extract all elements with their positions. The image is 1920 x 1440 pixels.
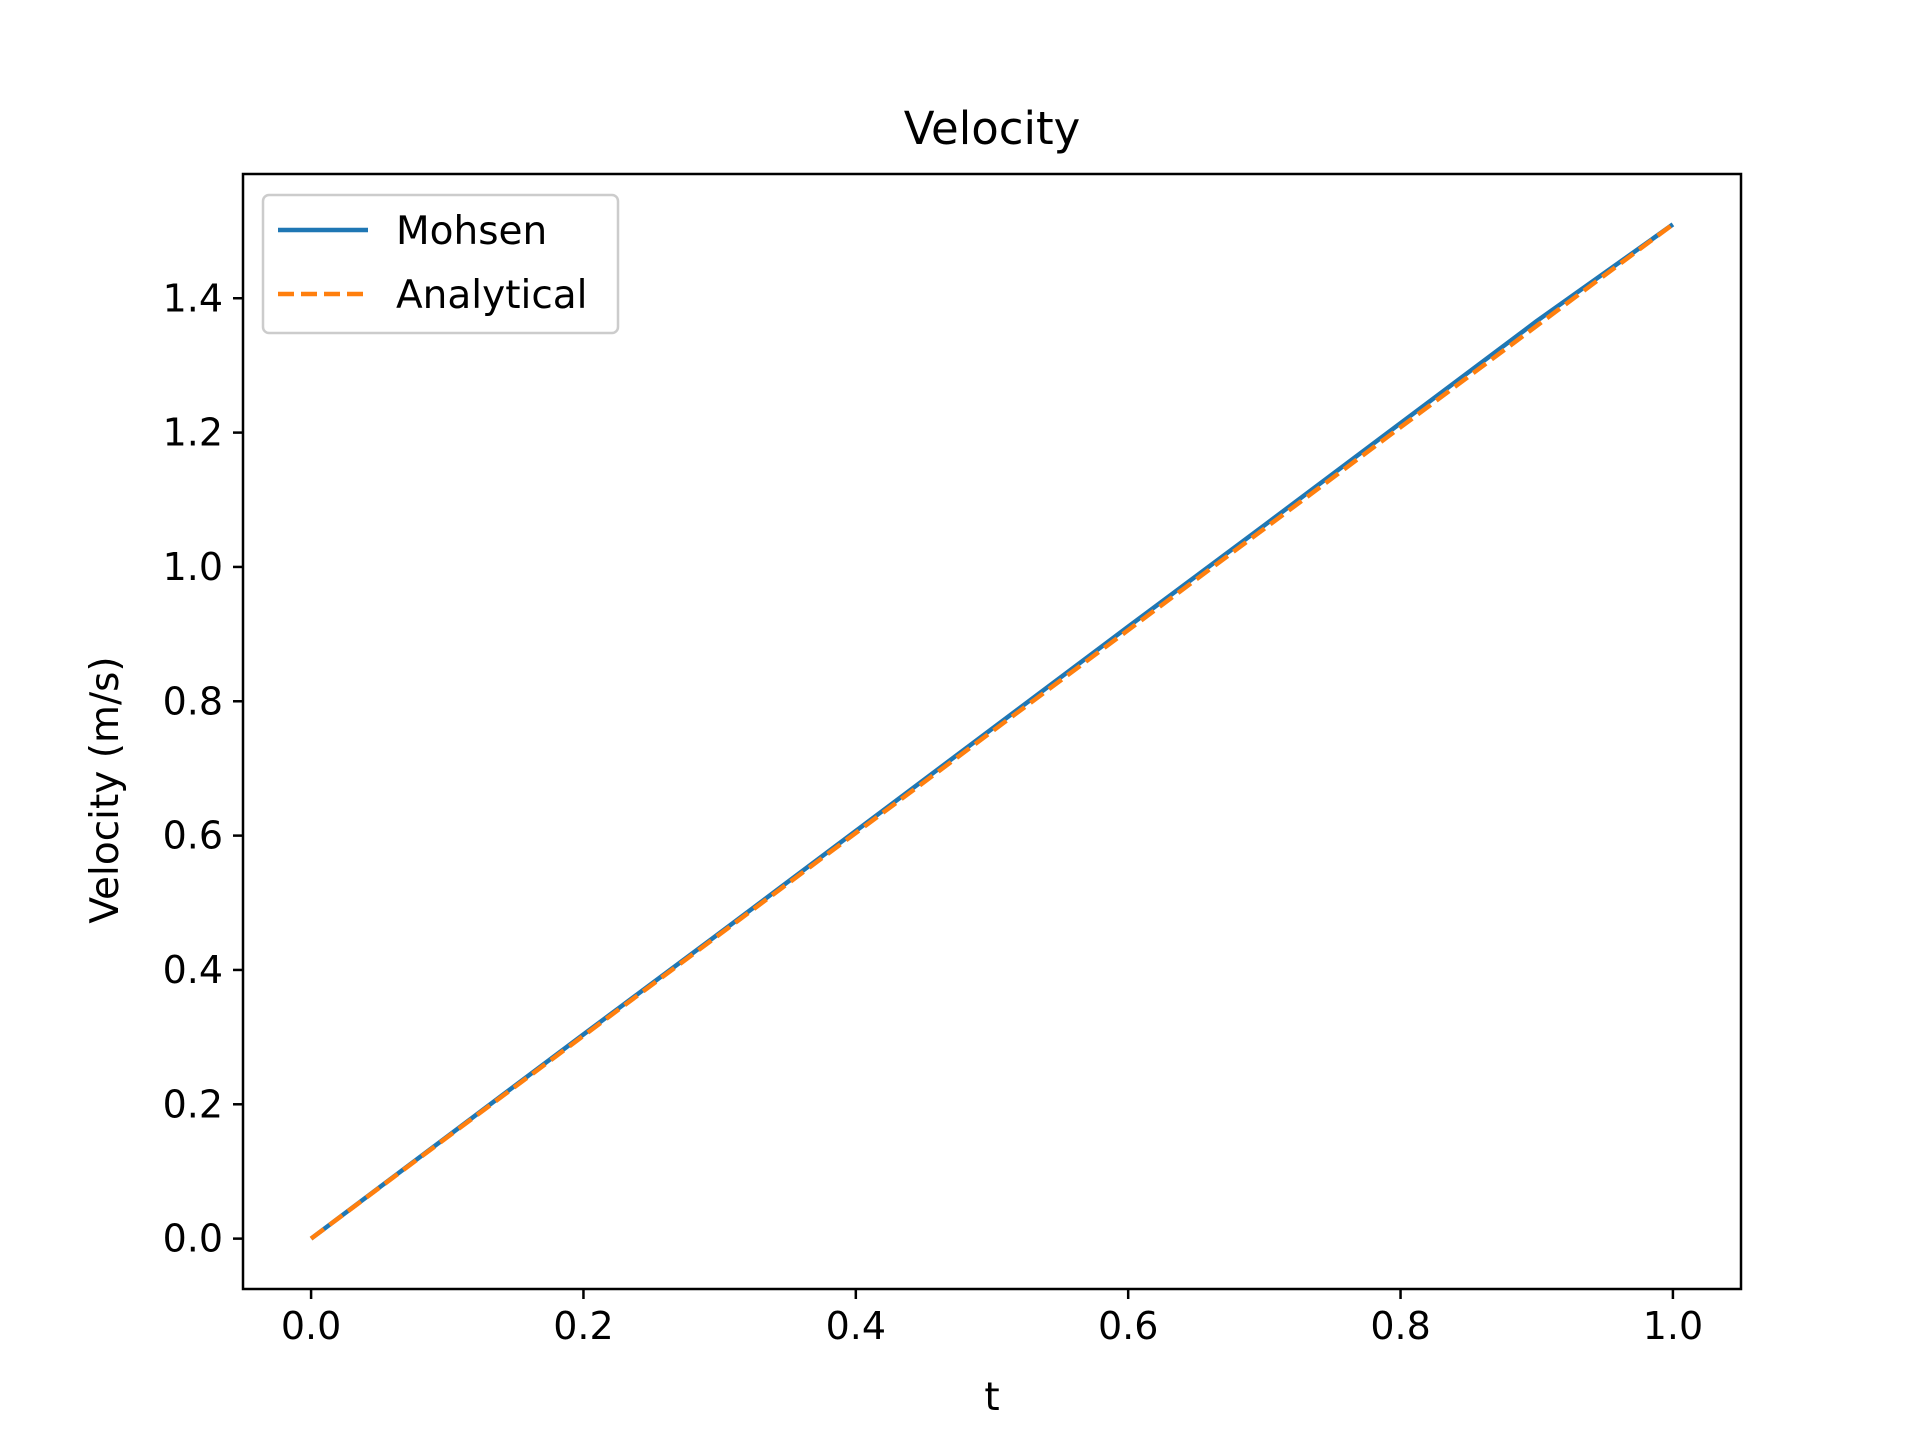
x-tick-label: 0.4 [826,1304,886,1348]
x-tick-label: 0.2 [553,1304,613,1348]
series-layer [309,222,1675,1241]
y-tick-label: 0.2 [163,1082,223,1126]
y-tick-label: 0.4 [163,948,223,992]
legend-label-mohsen: Mohsen [396,209,547,254]
y-tick-label: 1.0 [163,545,223,589]
axes-layer: 0.0 0.2 0.4 0.6 0.8 1.0 0.0 0.2 0.4 0.6 0.8 1.0 1.2 1… [163,172,1743,1348]
legend: Mohsen Analytical [261,193,620,335]
series-line-analytical [309,222,1675,1241]
x-tick-label: 0.8 [1370,1304,1430,1348]
y-tick-label: 1.2 [163,411,223,455]
legend-label-analytical: Analytical [396,273,588,318]
y-tick-label: 0.6 [163,814,223,858]
x-tick-label: 0.6 [1098,1304,1158,1348]
chart-title: Velocity [904,102,1081,155]
x-tick-label: 1.0 [1643,1304,1703,1348]
y-tick-label: 1.4 [163,276,223,320]
y-tick-label: 0.8 [163,679,223,723]
y-axis-label: Velocity (m/s) [83,656,128,923]
x-axis-label: t [984,1375,999,1420]
x-tick-label: 0.0 [281,1304,341,1348]
axes-frame [241,172,1743,1291]
y-tick-label: 0.0 [163,1217,223,1261]
